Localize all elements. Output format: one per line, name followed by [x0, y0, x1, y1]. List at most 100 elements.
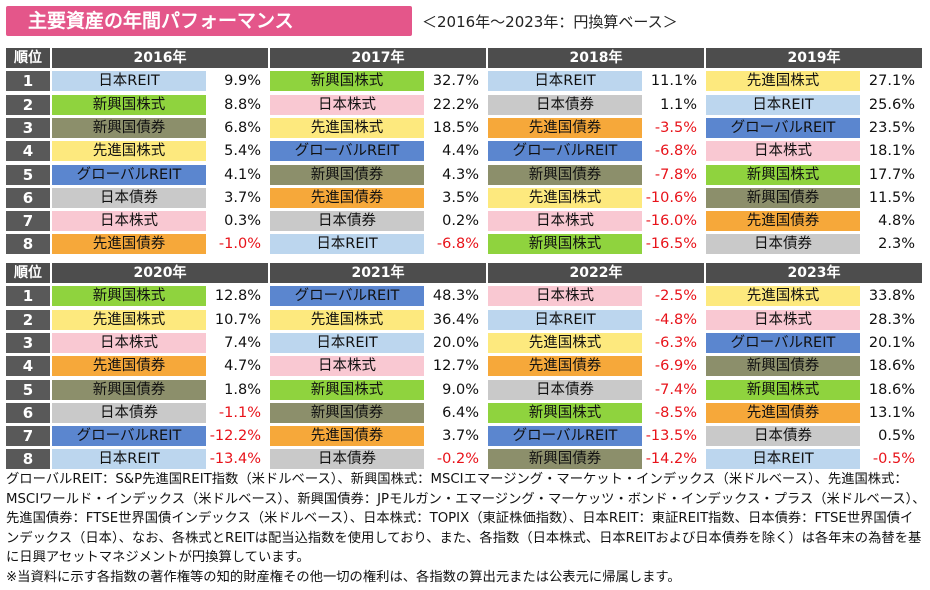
asset-name-cell: 新興国債券: [270, 402, 424, 423]
rank-column-header: 順位: [6, 263, 50, 283]
year-header: 2021年: [270, 263, 486, 283]
asset-name-cell: 日本債券: [488, 94, 642, 115]
rank-label: 3: [6, 117, 50, 138]
asset-name-cell: 日本債券: [706, 234, 860, 255]
return-value-cell: 0.5%: [878, 428, 915, 445]
return-value-cell: -7.8%: [654, 166, 697, 183]
rank-label: 7: [6, 211, 50, 232]
asset-name-cell: 先進国債券: [52, 356, 206, 377]
return-value-cell: 28.3%: [868, 311, 915, 328]
asset-name-cell: 新興国債券: [52, 117, 206, 138]
rank-label: 6: [6, 187, 50, 208]
return-value-cell: -0.2%: [436, 451, 479, 468]
return-value-cell: -12.2%: [209, 428, 261, 445]
asset-name-cell: グローバルREIT: [488, 141, 642, 162]
return-value-cell: 5.4%: [224, 143, 261, 160]
return-value-cell: 3.7%: [442, 428, 479, 445]
asset-name-cell: 先進国債券: [52, 234, 206, 255]
asset-name-cell: 先進国株式: [270, 117, 424, 138]
return-value-cell: -1.1%: [218, 404, 261, 421]
asset-name-cell: 日本債券: [706, 426, 860, 447]
asset-name-cell: 新興国株式: [270, 71, 424, 92]
asset-name-cell: 先進国株式: [270, 309, 424, 330]
asset-name-cell: 日本株式: [270, 356, 424, 377]
return-value-cell: -6.8%: [436, 236, 479, 253]
return-value-cell: 13.1%: [868, 404, 915, 421]
footnote-copyright: ※当資料に示す各指数の著作権等の知的財産権その他一切の権利は、各指数の算出元また…: [6, 569, 681, 585]
asset-name-cell: 日本REIT: [706, 449, 860, 470]
return-value-cell: 25.6%: [868, 96, 915, 113]
asset-name-cell: 日本株式: [706, 141, 860, 162]
asset-name-cell: 日本REIT: [270, 234, 424, 255]
return-value-cell: 4.1%: [224, 166, 261, 183]
asset-name-cell: 日本債券: [270, 449, 424, 470]
return-value-cell: 3.5%: [442, 189, 479, 206]
return-value-cell: 1.8%: [224, 381, 261, 398]
rank-label: 2: [6, 94, 50, 115]
asset-name-cell: 日本債券: [52, 187, 206, 208]
return-value-cell: 0.3%: [224, 213, 261, 230]
return-value-cell: 20.1%: [868, 334, 915, 351]
year-header: 2016年: [52, 48, 268, 68]
return-value-cell: 4.8%: [878, 213, 915, 230]
return-value-cell: -0.5%: [872, 451, 915, 468]
rank-label: 6: [6, 402, 50, 423]
return-value-cell: -6.3%: [654, 334, 697, 351]
asset-name-cell: 先進国株式: [706, 286, 860, 307]
year-header: 2020年: [52, 263, 268, 283]
asset-name-cell: 新興国債券: [488, 449, 642, 470]
asset-name-cell: 日本REIT: [488, 71, 642, 92]
return-value-cell: -7.4%: [654, 381, 697, 398]
return-value-cell: 18.5%: [432, 119, 479, 136]
asset-name-cell: 日本債券: [52, 402, 206, 423]
return-value-cell: 4.4%: [442, 143, 479, 160]
asset-name-cell: グローバルREIT: [270, 286, 424, 307]
asset-name-cell: 先進国債券: [706, 211, 860, 232]
asset-name-cell: グローバルREIT: [706, 117, 860, 138]
return-value-cell: 4.3%: [442, 166, 479, 183]
return-value-cell: 3.7%: [224, 189, 261, 206]
return-value-cell: 0.2%: [442, 213, 479, 230]
return-value-cell: 20.0%: [432, 334, 479, 351]
return-value-cell: 11.1%: [650, 73, 697, 90]
asset-name-cell: 新興国株式: [52, 286, 206, 307]
return-value-cell: 1.1%: [660, 96, 697, 113]
asset-name-cell: 日本株式: [706, 309, 860, 330]
return-value-cell: 18.6%: [868, 358, 915, 375]
rank-label: 4: [6, 356, 50, 377]
asset-name-cell: 新興国株式: [706, 379, 860, 400]
return-value-cell: 6.8%: [224, 119, 261, 136]
asset-name-cell: 先進国債券: [270, 426, 424, 447]
return-value-cell: 7.4%: [224, 334, 261, 351]
year-header: 2018年: [488, 48, 704, 68]
asset-name-cell: グローバルREIT: [52, 426, 206, 447]
asset-name-cell: 日本REIT: [706, 94, 860, 115]
asset-name-cell: 日本株式: [52, 332, 206, 353]
return-value-cell: -2.5%: [654, 288, 697, 305]
return-value-cell: 9.9%: [224, 73, 261, 90]
rank-column-header: 順位: [6, 48, 50, 68]
rank-label: 8: [6, 234, 50, 255]
year-header: 2019年: [706, 48, 922, 68]
rank-label: 5: [6, 164, 50, 185]
asset-name-cell: グローバルREIT: [706, 332, 860, 353]
return-value-cell: 32.7%: [432, 73, 479, 90]
asset-name-cell: 日本株式: [270, 94, 424, 115]
footnote-index-definitions: グローバルREIT：S&P先進国REIT指数（米ドルベース）、新興国株式：MSC…: [6, 472, 926, 565]
rank-label: 3: [6, 332, 50, 353]
asset-name-cell: 新興国債券: [270, 164, 424, 185]
page-subtitle: ＜2016年～2023年：円換算ベース＞: [422, 13, 678, 31]
return-value-cell: -16.0%: [645, 213, 697, 230]
rank-label: 4: [6, 141, 50, 162]
return-value-cell: 27.1%: [868, 73, 915, 90]
return-value-cell: -1.0%: [218, 236, 261, 253]
return-value-cell: -16.5%: [645, 236, 697, 253]
asset-name-cell: グローバルREIT: [270, 141, 424, 162]
return-value-cell: 36.4%: [432, 311, 479, 328]
asset-name-cell: 新興国株式: [488, 234, 642, 255]
asset-name-cell: 日本株式: [52, 211, 206, 232]
asset-name-cell: 新興国債券: [488, 164, 642, 185]
return-value-cell: 22.2%: [432, 96, 479, 113]
page-title: 主要資産の年間パフォーマンス: [6, 6, 412, 36]
return-value-cell: -6.8%: [654, 143, 697, 160]
